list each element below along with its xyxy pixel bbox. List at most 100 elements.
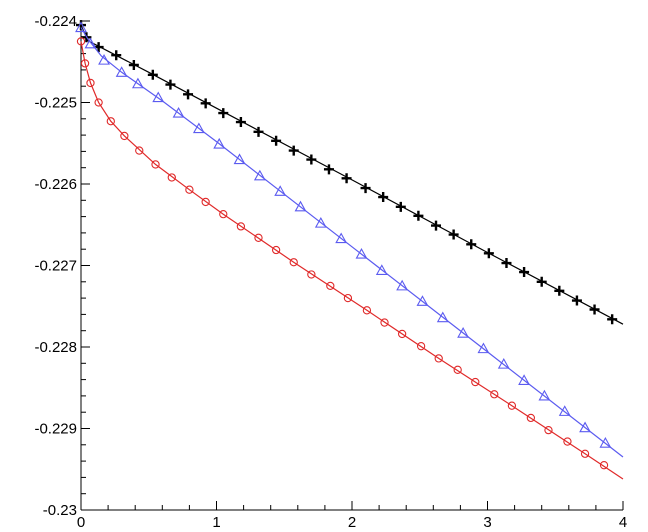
data-point [219,210,228,219]
data-point [201,197,210,207]
series-plus [76,20,624,325]
series-circle [76,37,624,480]
data-point [571,295,582,306]
data-point [94,98,103,107]
data-point [599,437,612,448]
data-point [167,173,176,182]
data-point [115,66,128,77]
series-line [80,41,624,480]
data-point [76,37,86,46]
y-tick-label: -0.225 [34,95,77,112]
data-point [253,126,264,137]
data-point [254,233,263,242]
data-point [483,248,494,259]
data-point [413,210,424,221]
data-point [355,247,368,259]
x-tick-label: 3 [483,514,491,531]
data-point [86,78,95,88]
data-point [518,374,531,385]
y-tick-label: -0.229 [34,421,77,438]
data-point [235,117,246,128]
data-point [200,98,211,109]
data-point [362,306,372,315]
data-point [294,200,307,212]
data-point [288,145,299,156]
series-line [80,27,624,458]
data-point [536,276,547,287]
data-point [554,285,565,296]
data-point [271,135,282,146]
data-point [128,60,139,71]
data-point [563,437,572,446]
data-point [544,425,553,435]
data-point [507,401,517,410]
data-point [477,342,490,354]
data-point [436,311,449,323]
data-point [233,153,246,165]
y-tick-label: -0.227 [34,258,77,275]
data-point [343,293,353,303]
data-point [466,239,477,250]
data-point [323,164,334,175]
data-point [431,220,442,231]
data-point [558,405,571,416]
data-point [289,258,298,267]
y-tick-label: -0.228 [34,339,77,356]
x-tick-label: 1 [212,514,220,531]
data-point [497,357,510,369]
data-point [131,77,144,89]
data-point [490,390,499,399]
data-point [165,79,176,90]
series-triangle [75,21,624,458]
data-point [106,117,115,126]
data-point [147,69,158,80]
data-point [306,154,317,165]
data-point [192,122,205,134]
data-point [326,281,335,291]
data-point [253,169,266,181]
data-point [397,329,407,339]
data-point [80,59,90,68]
data-point [607,314,618,325]
data-point [314,216,327,228]
data-point [307,270,316,279]
x-tick-label: 0 [77,514,85,531]
data-point [218,108,229,119]
data-point [448,229,459,240]
data-point [172,106,185,118]
data-point [98,53,110,65]
data-point [380,318,389,327]
data-point [274,185,287,196]
data-point [236,222,246,231]
data-point [183,89,194,100]
data-point [434,354,443,363]
axes [80,20,624,511]
y-tick-label: -0.226 [34,176,77,193]
data-point [589,304,600,315]
data-point [185,185,194,194]
data-point [416,342,426,351]
data-point [416,295,429,306]
y-tick-label: -0.23 [43,502,77,519]
data-point [579,421,591,433]
data-point [580,449,590,458]
tick-labels: 0 1 2 3 4 -0.224 -0.225 -0.226 -0.227 -0.228 -0.22… [34,13,627,531]
plot-area [75,20,624,480]
data-point [395,201,406,212]
data-point [375,264,388,275]
data-point [378,192,389,203]
data-point [213,137,226,149]
data-point [599,461,609,470]
data-point [120,131,129,141]
data-point [341,173,352,184]
x-tick-label: 4 [619,514,627,531]
data-point [471,377,480,387]
data-point [335,232,348,244]
data-point [519,267,530,278]
data-point [151,160,160,169]
data-point [360,183,371,194]
data-point [501,258,512,269]
data-point [538,389,551,401]
data-point [152,91,165,103]
